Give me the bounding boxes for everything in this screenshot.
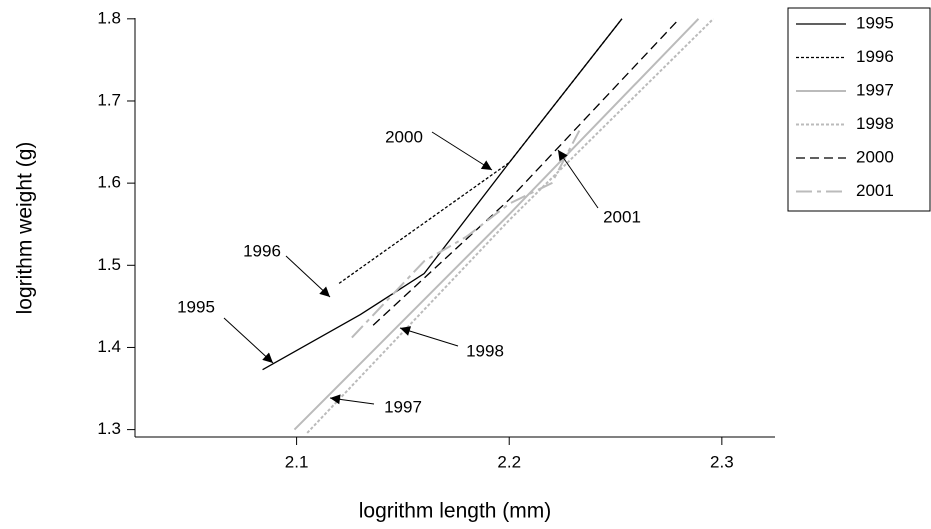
legend-label: 2001 (856, 181, 894, 200)
series-line (306, 18, 715, 434)
x-axis-title: logrithm length (mm) (359, 500, 552, 523)
annotation: 2000 (385, 127, 423, 146)
series-line (293, 18, 700, 431)
legend-label: 1996 (856, 47, 894, 66)
annotation: 1997 (384, 397, 422, 416)
annotation-arrow (329, 394, 375, 405)
y-tick-label: 1.7 (97, 90, 121, 109)
y-tick-label: 1.6 (97, 173, 121, 192)
annotation: 2001 (603, 207, 641, 226)
x-tick-label: 2.2 (497, 452, 521, 471)
annotation-arrow (557, 149, 599, 209)
x-tick-label: 2.3 (710, 452, 734, 471)
annotation: 1995 (177, 297, 215, 316)
annotation-arrow (223, 317, 274, 364)
legend-label: 1998 (856, 114, 894, 133)
y-tick-label: 1.4 (97, 337, 121, 356)
x-tick-label: 2.1 (285, 452, 309, 471)
annotation: 1996 (243, 241, 281, 260)
y-tick-label: 1.3 (97, 419, 121, 438)
annotation-arrow (285, 255, 331, 298)
annotation: 1998 (466, 341, 504, 360)
legend-label: 1997 (856, 80, 894, 99)
series-line (351, 130, 581, 339)
series-line (262, 18, 623, 371)
series-line (372, 18, 680, 326)
legend-box (787, 7, 931, 212)
legend-label: 2000 (856, 147, 894, 166)
y-tick-label: 1.5 (97, 255, 121, 274)
y-tick-label: 1.8 (97, 8, 121, 27)
annotation-arrow (399, 326, 459, 347)
series-line (338, 18, 623, 284)
legend-label: 1995 (856, 13, 894, 32)
annotation-arrow (431, 131, 493, 171)
y-axis-title: logrithm weight (g) (14, 142, 37, 315)
